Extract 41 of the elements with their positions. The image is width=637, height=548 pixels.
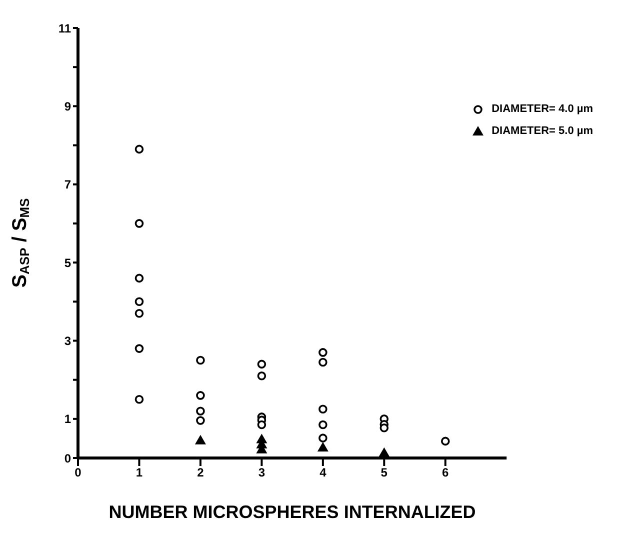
point — [194, 434, 206, 444]
point — [318, 358, 328, 367]
y-tick-label: 9 — [64, 99, 72, 114]
point — [134, 344, 144, 353]
point — [318, 434, 328, 442]
point — [318, 420, 328, 430]
point — [134, 219, 144, 228]
point — [134, 297, 144, 306]
point — [318, 404, 328, 414]
y-tick-label: 11 — [58, 21, 72, 36]
point — [318, 348, 328, 357]
point — [317, 442, 328, 452]
x-tick-label: 5 — [380, 466, 388, 480]
point — [134, 394, 144, 404]
y-tick-label: 1 — [64, 412, 72, 426]
point — [196, 356, 205, 365]
x-axis-title: NUMBER MICROSPHERES INTERNALIZED — [108, 502, 476, 522]
x-tick-label: 2 — [197, 466, 204, 480]
x-tick-label: 3 — [258, 466, 266, 480]
x-tick-label: 4 — [320, 466, 327, 480]
x-tick-label: 1 — [136, 466, 143, 480]
legend-label: DIAMETER= 5.0 µm — [492, 124, 593, 139]
point — [134, 144, 144, 154]
y-tick-label: 5 — [64, 256, 72, 270]
point — [440, 436, 450, 446]
x-tick-label: 6 — [442, 466, 450, 480]
point — [196, 416, 205, 425]
point — [380, 424, 389, 432]
point — [196, 391, 205, 400]
x-tick-label: 0 — [74, 466, 82, 480]
point — [257, 360, 266, 369]
point — [134, 274, 144, 283]
point — [378, 447, 390, 457]
point — [196, 406, 205, 416]
legend-label: DIAMETER= 4.0 µm — [492, 102, 593, 117]
point — [257, 420, 266, 430]
y-tick-label: 3 — [64, 334, 72, 348]
y-tick-label: 7 — [64, 178, 72, 192]
point — [134, 308, 144, 318]
point — [257, 372, 266, 380]
y-tick-label: 0 — [64, 451, 72, 466]
